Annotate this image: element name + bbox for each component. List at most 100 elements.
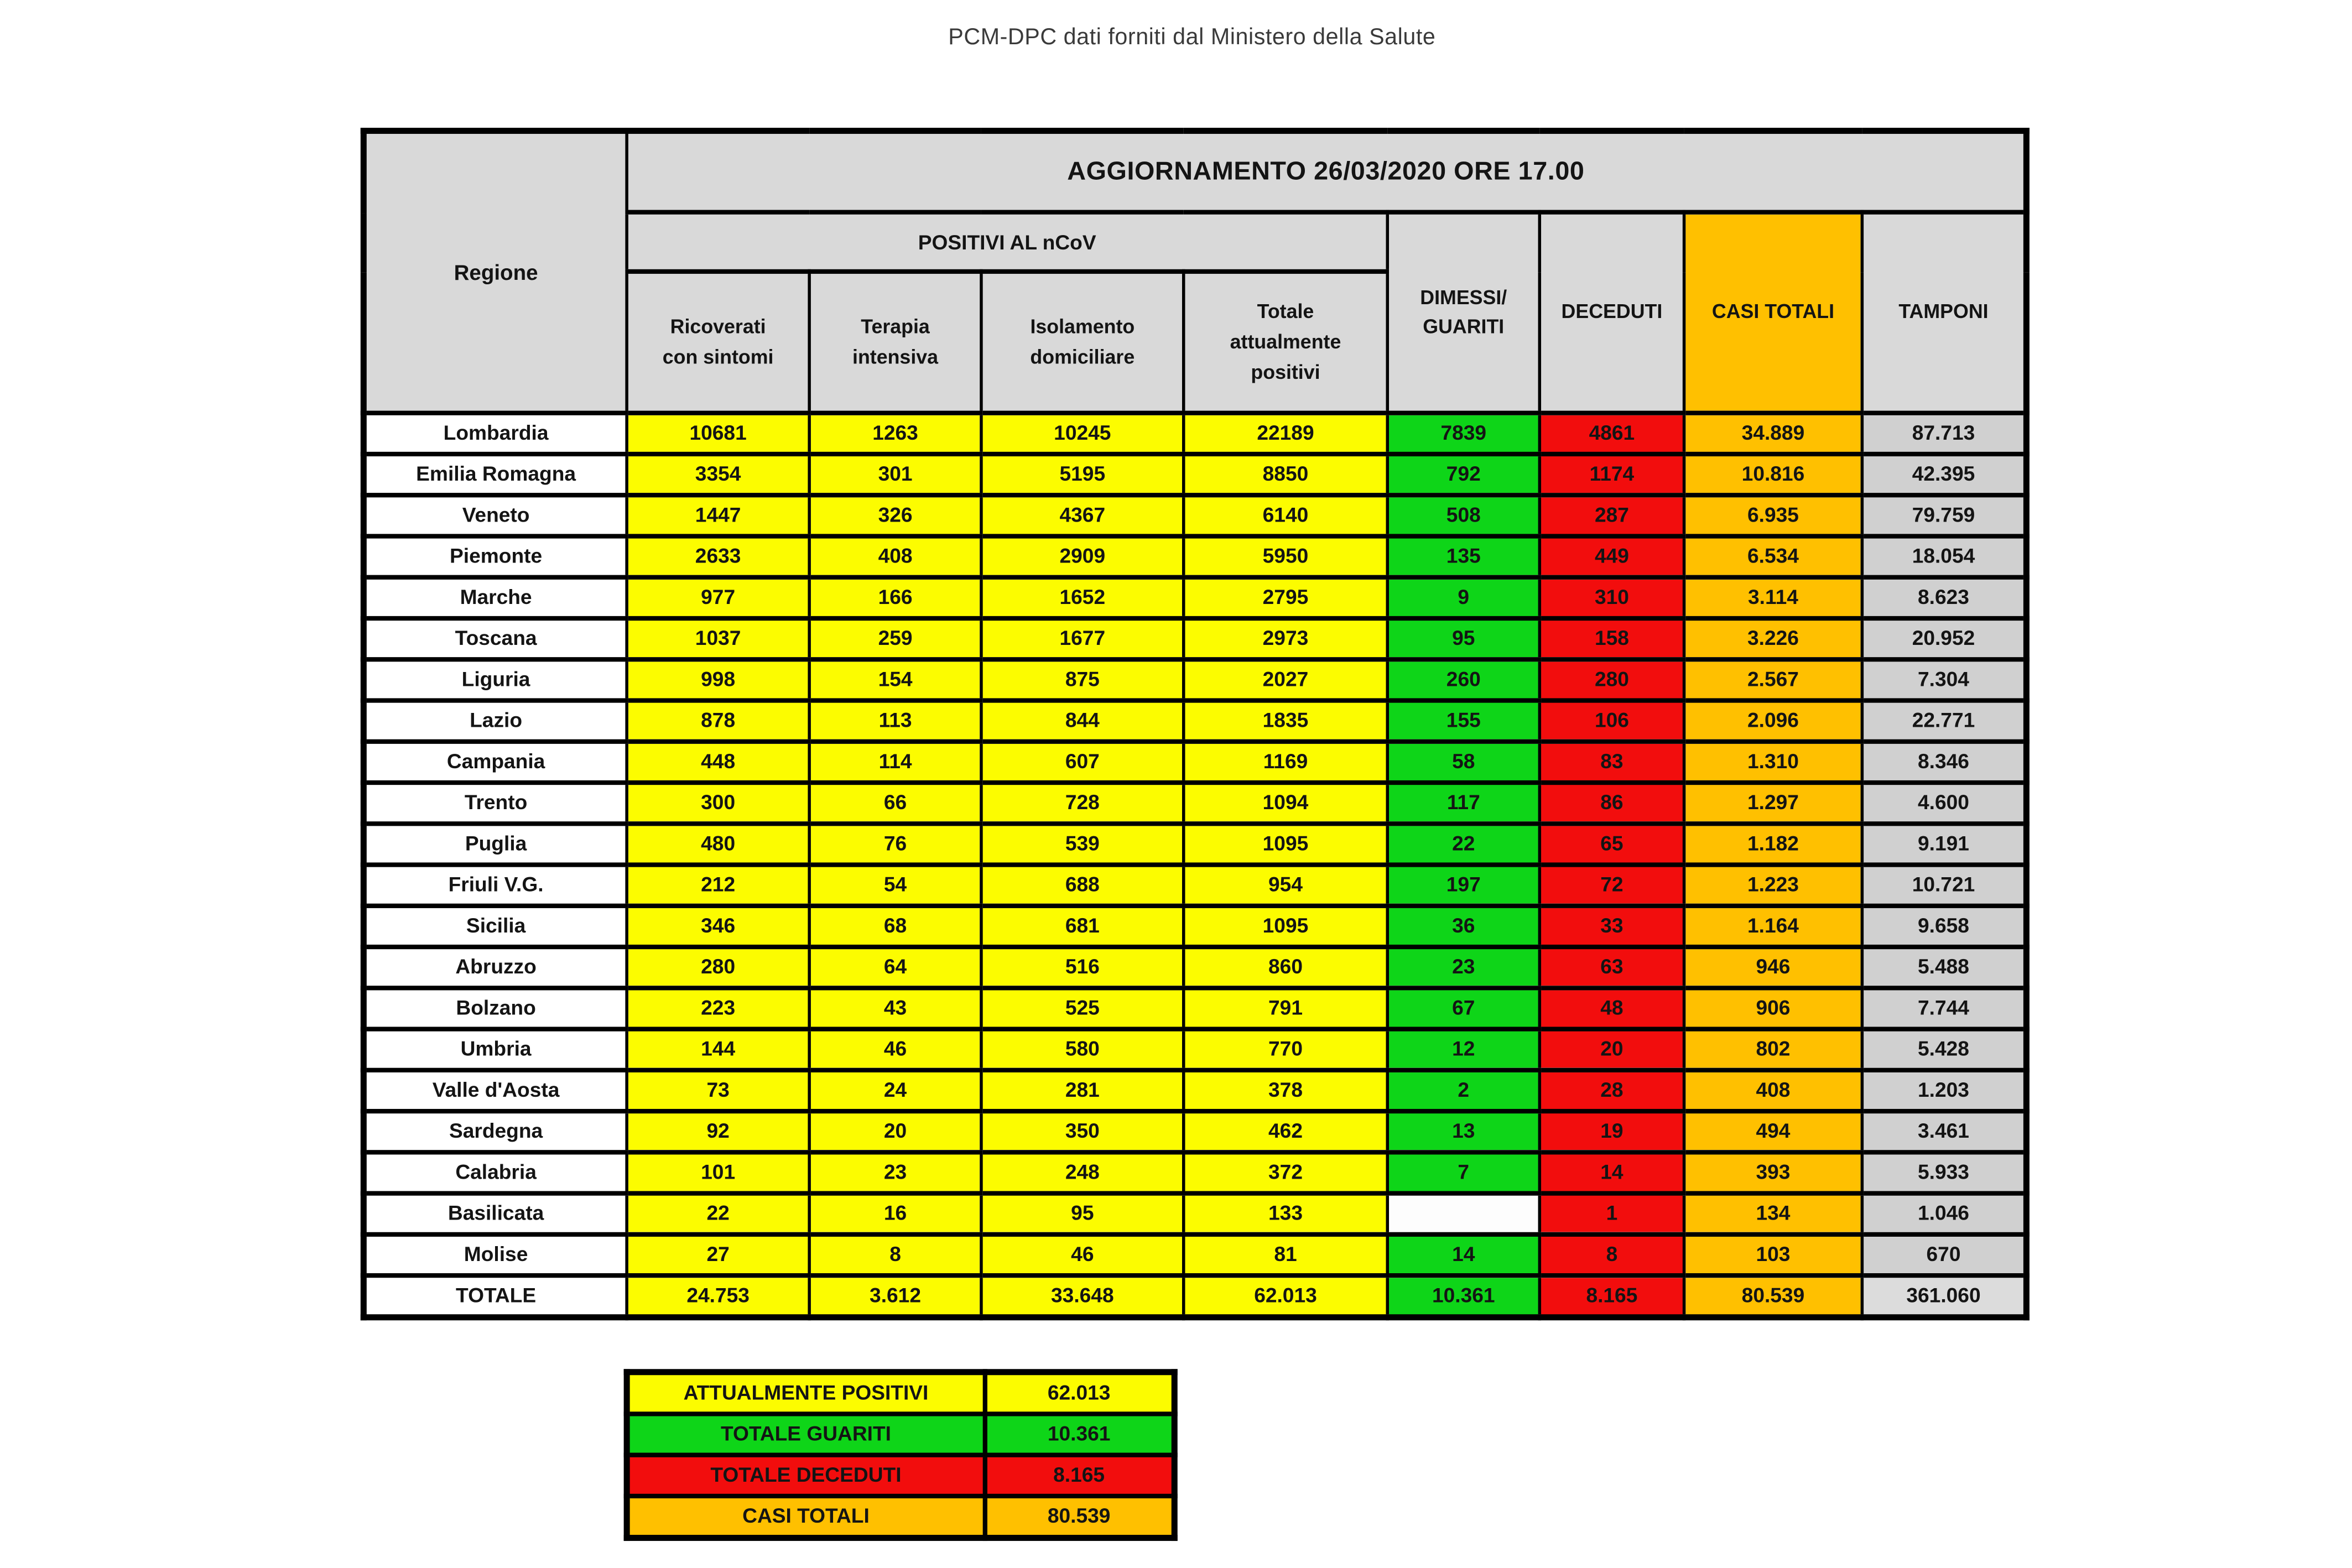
totale-positivi-cell: 372 bbox=[1182, 1150, 1390, 1196]
terapia-intensiva-cell: 8 bbox=[808, 1232, 983, 1278]
totale-positivi-cell: 378 bbox=[1182, 1067, 1390, 1114]
tamponi-cell: 18.054 bbox=[1860, 534, 2028, 580]
total-isolamento-cell: 33.648 bbox=[980, 1273, 1185, 1320]
region-cell: Campania bbox=[362, 739, 628, 785]
table-row: Toscana 1037 259 1677 2973 95 158 3.226 20.952 bbox=[362, 616, 2028, 662]
isolamento-cell: 4367 bbox=[980, 493, 1185, 539]
dimessi-guariti-cell: 67 bbox=[1386, 986, 1542, 1032]
deceduti-cell: 20 bbox=[1538, 1027, 1686, 1072]
deceduti-cell: 310 bbox=[1538, 575, 1686, 621]
ricoverati-cell: 1037 bbox=[625, 616, 811, 662]
totale-positivi-cell: 2973 bbox=[1182, 616, 1390, 662]
isolamento-cell: 46 bbox=[980, 1232, 1185, 1278]
summary-value-totale-deceduti: 8.165 bbox=[982, 1452, 1177, 1499]
region-cell: Liguria bbox=[362, 657, 628, 703]
tamponi-cell: 8.623 bbox=[1860, 575, 2028, 621]
summary-row: TOTALE DECEDUTI 8.165 bbox=[624, 1452, 1177, 1499]
region-cell: Lombardia bbox=[362, 410, 628, 457]
ricoverati-cell: 144 bbox=[625, 1027, 811, 1072]
ricoverati-cell: 448 bbox=[625, 739, 811, 785]
sub-header-row: Ricoverati con sintomi Terapia intensiva… bbox=[363, 269, 2026, 415]
table-row: Friuli V.G. 212 54 688 954 197 72 1.223 10.721 bbox=[362, 862, 2028, 908]
dimessi-guariti-cell: 508 bbox=[1386, 493, 1542, 539]
casi-totali-cell: 6.935 bbox=[1682, 493, 1864, 539]
summary-row: ATTUALMENTE POSITIVI 62.013 bbox=[624, 1369, 1177, 1416]
terapia-intensiva-cell: 64 bbox=[808, 944, 983, 991]
covid-regions-table: Regione AGGIORNAMENTO 26/03/2020 ORE 17.… bbox=[360, 128, 2030, 1321]
total-terapia-intensiva-cell: 3.612 bbox=[808, 1273, 983, 1320]
banner-row: Regione AGGIORNAMENTO 26/03/2020 ORE 17.… bbox=[362, 128, 2028, 415]
summary-value-attualmente-positivi: 62.013 bbox=[982, 1369, 1177, 1416]
region-cell: Emilia Romagna bbox=[362, 451, 628, 498]
casi-totali-cell: 134 bbox=[1682, 1191, 1864, 1237]
terapia-intensiva-cell: 114 bbox=[808, 739, 983, 785]
region-cell: Friuli V.G. bbox=[362, 862, 628, 908]
casi-totali-cell: 103 bbox=[1682, 1232, 1864, 1278]
deceduti-cell: 33 bbox=[1538, 903, 1686, 950]
group-header-row: POSITIVI AL nCoV DIMESSI/ GUARITI DECEDU… bbox=[363, 210, 2028, 415]
total-casi-totali-cell: 80.539 bbox=[1682, 1273, 1864, 1320]
total-deceduti-cell: 8.165 bbox=[1538, 1273, 1686, 1320]
total-dimessi-guariti-cell: 10.361 bbox=[1386, 1273, 1542, 1320]
deceduti-cell: 86 bbox=[1538, 780, 1686, 826]
deceduti-cell: 48 bbox=[1538, 986, 1686, 1032]
totale-positivi-cell: 791 bbox=[1182, 986, 1390, 1032]
summary-value-totale-guariti: 10.361 bbox=[982, 1411, 1177, 1457]
region-cell: Sardegna bbox=[362, 1108, 628, 1155]
dimessi-guariti-cell: 155 bbox=[1386, 698, 1542, 744]
table-row: Piemonte 2633 408 2909 5950 135 449 6.534 18.054 bbox=[362, 534, 2028, 580]
ricoverati-cell: 878 bbox=[625, 698, 811, 744]
dimessi-guariti-cell: 260 bbox=[1386, 657, 1542, 703]
tamponi-cell: 3.461 bbox=[1860, 1108, 2028, 1155]
isolamento-cell: 10245 bbox=[980, 410, 1185, 457]
tamponi-cell: 5.488 bbox=[1860, 944, 2028, 991]
tamponi-cell: 7.744 bbox=[1860, 986, 2028, 1032]
dimessi-guariti-cell: 117 bbox=[1386, 780, 1542, 826]
table-row: Valle d'Aosta 73 24 281 378 2 28 408 1.203 bbox=[362, 1067, 2028, 1114]
tamponi-cell: 79.759 bbox=[1860, 493, 2028, 539]
isolamento-cell: 1677 bbox=[980, 616, 1185, 662]
total-ricoverati-cell: 24.753 bbox=[625, 1273, 811, 1320]
ricoverati-cell: 212 bbox=[625, 862, 811, 908]
ricoverati-cell: 998 bbox=[625, 657, 811, 703]
totale-positivi-cell: 5950 bbox=[1182, 534, 1390, 580]
terapia-intensiva-cell: 66 bbox=[808, 780, 983, 826]
tamponi-cell: 87.713 bbox=[1860, 410, 2028, 457]
isolamento-cell: 681 bbox=[980, 903, 1185, 950]
dimessi-guariti-cell: 135 bbox=[1386, 534, 1542, 580]
totale-positivi-cell: 1095 bbox=[1182, 821, 1390, 867]
table-row: Calabria 101 23 248 372 7 14 393 5.933 bbox=[362, 1150, 2028, 1196]
table-row: Molise 27 8 46 81 14 8 103 670 bbox=[362, 1232, 2028, 1278]
casi-totali-cell: 6.534 bbox=[1682, 534, 1864, 580]
terapia-intensiva-cell: 43 bbox=[808, 986, 983, 1032]
deceduti-cell: 72 bbox=[1538, 862, 1686, 908]
casi-totali-cell: 2.567 bbox=[1682, 657, 1864, 703]
group-header-positivi: POSITIVI AL nCoV bbox=[625, 210, 1390, 274]
ricoverati-cell: 223 bbox=[625, 986, 811, 1032]
ricoverati-cell: 73 bbox=[625, 1067, 811, 1114]
ricoverati-cell: 101 bbox=[625, 1150, 811, 1196]
casi-totali-cell: 946 bbox=[1682, 944, 1864, 991]
totale-positivi-cell: 860 bbox=[1182, 944, 1390, 991]
totale-positivi-cell: 2795 bbox=[1182, 575, 1390, 621]
ricoverati-cell: 977 bbox=[625, 575, 811, 621]
deceduti-cell: 83 bbox=[1538, 739, 1686, 785]
casi-totali-cell: 1.164 bbox=[1682, 903, 1864, 950]
ricoverati-cell: 300 bbox=[625, 780, 811, 826]
summary-label-casi-totali: CASI TOTALI bbox=[624, 1493, 987, 1540]
isolamento-cell: 607 bbox=[980, 739, 1185, 785]
deceduti-cell: 8 bbox=[1538, 1232, 1686, 1278]
update-banner: AGGIORNAMENTO 26/03/2020 ORE 17.00 bbox=[625, 128, 2028, 215]
casi-totali-cell: 1.182 bbox=[1682, 821, 1864, 867]
casi-totali-cell: 494 bbox=[1682, 1108, 1864, 1155]
dimessi-guariti-cell: 58 bbox=[1386, 739, 1542, 785]
isolamento-cell: 281 bbox=[980, 1067, 1185, 1114]
total-region-cell: TOTALE bbox=[362, 1273, 628, 1320]
ricoverati-cell: 22 bbox=[625, 1191, 811, 1237]
totale-positivi-cell: 1835 bbox=[1182, 698, 1390, 744]
table-body: Lombardia 10681 1263 10245 22189 7839 4861 34.8… bbox=[362, 410, 2028, 1320]
col-dimessi-guariti: DIMESSI/ GUARITI bbox=[1386, 210, 1542, 415]
region-cell: Veneto bbox=[362, 493, 628, 539]
casi-totali-cell: 2.096 bbox=[1682, 698, 1864, 744]
deceduti-cell: 287 bbox=[1538, 493, 1686, 539]
